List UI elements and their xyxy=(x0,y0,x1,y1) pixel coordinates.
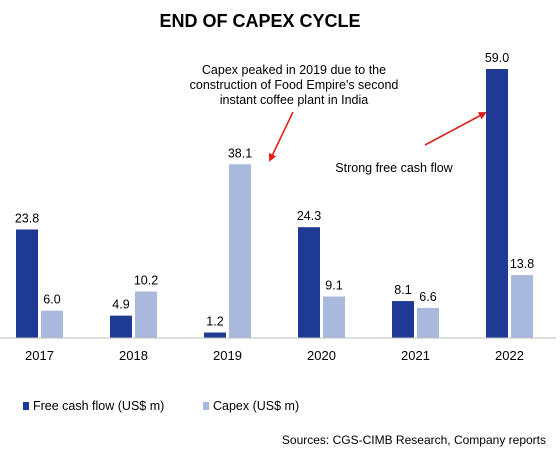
x-tick-2018: 2018 xyxy=(119,348,148,363)
x-tick-2020: 2020 xyxy=(307,348,336,363)
value-label-capex-2018: 10.2 xyxy=(134,273,158,287)
chart-title: END OF CAPEX CYCLE xyxy=(159,11,360,31)
annotation-capex-peak: Capex peaked in 2019 due to the construc… xyxy=(190,63,399,107)
bar-capex-2019 xyxy=(229,164,251,338)
bar-capex-2020 xyxy=(323,296,345,338)
value-label-fcf-2022: 59.0 xyxy=(485,51,509,65)
bar-capex-2018 xyxy=(135,291,157,338)
arrow-to-2019-capex xyxy=(268,111,294,162)
bar-capex-2017 xyxy=(41,310,63,338)
value-label-fcf-2020: 24.3 xyxy=(297,209,321,223)
value-label-fcf-2018: 4.9 xyxy=(112,298,129,312)
annotation-fcf-text: Strong free cash flow xyxy=(335,161,453,175)
bar-capex-2022 xyxy=(511,275,533,338)
value-label-fcf-2017: 23.8 xyxy=(15,211,39,225)
bar-fcf-2019 xyxy=(204,332,226,338)
bars-group xyxy=(16,69,533,338)
annotation-capex-line-3: instant coffee plant in India xyxy=(220,93,369,107)
value-label-capex-2017: 6.0 xyxy=(43,293,60,307)
value-label-fcf-2019: 1.2 xyxy=(206,315,223,329)
value-label-capex-2021: 6.6 xyxy=(419,290,436,304)
legend-label-fcf: Free cash flow (US$ m) xyxy=(33,399,164,413)
value-labels-group: 23.8 6.0 4.9 10.2 1.2 38.1 24.3 9.1 8.1 6.6 59.0 13… xyxy=(15,51,534,329)
bar-fcf-2021 xyxy=(392,301,414,338)
bar-capex-2021 xyxy=(417,307,439,338)
arrow-to-2022-fcf xyxy=(424,112,487,146)
x-tick-labels: 2017 2018 2019 2020 2021 2022 xyxy=(25,348,524,363)
bar-fcf-2017 xyxy=(16,229,38,338)
annotation-capex-line-2: construction of Food Empire's second xyxy=(190,78,399,92)
annotation-capex-line-1: Capex peaked in 2019 due to the xyxy=(202,63,386,77)
legend-label-capex: Capex (US$ m) xyxy=(213,399,299,413)
x-tick-2019: 2019 xyxy=(213,348,242,363)
source-note: Sources: CGS-CIMB Research, Company repo… xyxy=(282,433,546,447)
bar-fcf-2020 xyxy=(298,227,320,338)
annotation-fcf: Strong free cash flow xyxy=(335,161,453,175)
bar-fcf-2022 xyxy=(486,69,508,338)
x-tick-2022: 2022 xyxy=(495,348,524,363)
bar-fcf-2018 xyxy=(110,315,132,338)
value-label-capex-2020: 9.1 xyxy=(325,279,342,293)
x-tick-2017: 2017 xyxy=(25,348,54,363)
x-tick-2021: 2021 xyxy=(401,348,430,363)
legend-swatch-capex xyxy=(203,402,209,410)
value-label-fcf-2021: 8.1 xyxy=(394,283,411,297)
legend-swatch-fcf xyxy=(23,402,29,410)
value-label-capex-2019: 38.1 xyxy=(228,146,252,160)
value-label-capex-2022: 13.8 xyxy=(510,257,534,271)
legend: Free cash flow (US$ m) Capex (US$ m) xyxy=(23,399,299,413)
